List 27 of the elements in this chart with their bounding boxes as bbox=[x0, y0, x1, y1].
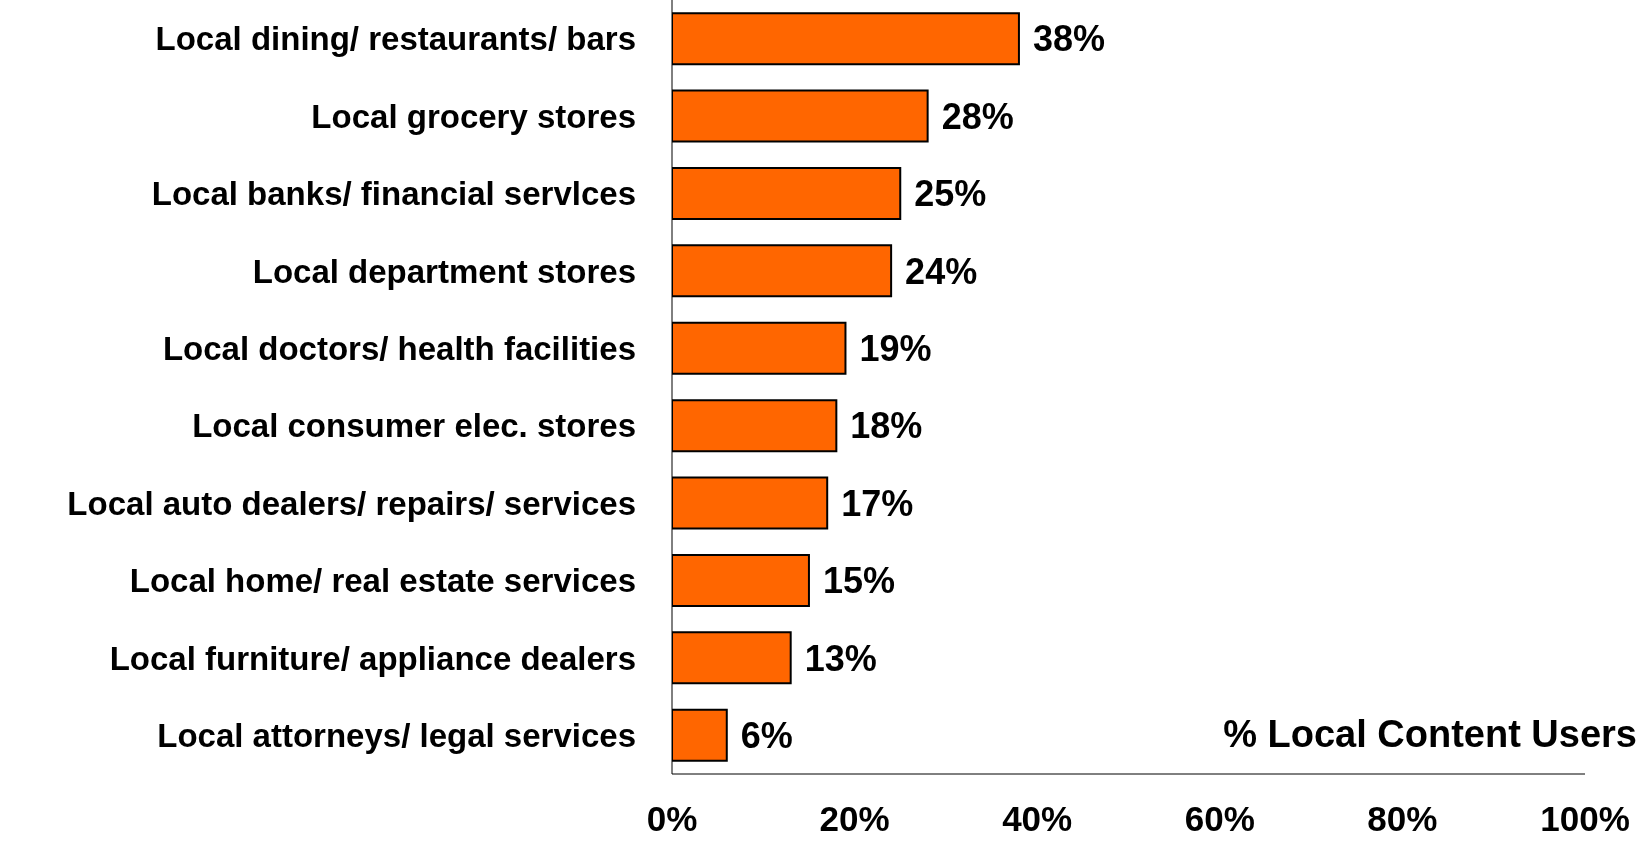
x-tick-label: 100% bbox=[1540, 798, 1630, 838]
data-label: 19% bbox=[859, 328, 932, 370]
data-label: 15% bbox=[822, 560, 896, 602]
data-label: 38% bbox=[1032, 18, 1105, 60]
x-tick-label: 60% bbox=[1184, 798, 1255, 838]
data-label: 17% bbox=[841, 482, 914, 524]
x-axis-title: % Local Content Users bbox=[1223, 713, 1637, 756]
data-label: 18% bbox=[850, 405, 923, 447]
y-tick-label: Local home/ real estate services bbox=[129, 562, 636, 600]
data-label: 28% bbox=[941, 95, 1014, 137]
x-tick-label: 40% bbox=[1002, 798, 1073, 838]
y-tick-label: Local dining/ restaurants/ bars bbox=[155, 20, 636, 58]
y-tick-label: Local attorneys/ legal services bbox=[157, 717, 636, 755]
y-tick-label: Local furniture/ appliance dealers bbox=[109, 639, 636, 677]
data-label: 25% bbox=[914, 173, 987, 215]
x-tick-label: 20% bbox=[819, 798, 890, 838]
y-tick-label: Local auto dealers/ repairs/ services bbox=[67, 484, 636, 522]
y-tick-label: Local doctors/ health facilities bbox=[162, 330, 636, 368]
x-tick-label: 0% bbox=[646, 798, 698, 838]
x-tick-label: 80% bbox=[1367, 798, 1438, 838]
y-tick-label: Local department stores bbox=[252, 252, 636, 290]
y-tick-label: Local banks/ financial servlces bbox=[151, 175, 636, 213]
data-label: 24% bbox=[905, 250, 978, 292]
data-label: 6% bbox=[740, 715, 793, 757]
data-label: 13% bbox=[804, 637, 877, 679]
y-tick-label: Local grocery stores bbox=[311, 97, 636, 135]
y-tick-label: Local consumer elec. stores bbox=[192, 407, 636, 445]
